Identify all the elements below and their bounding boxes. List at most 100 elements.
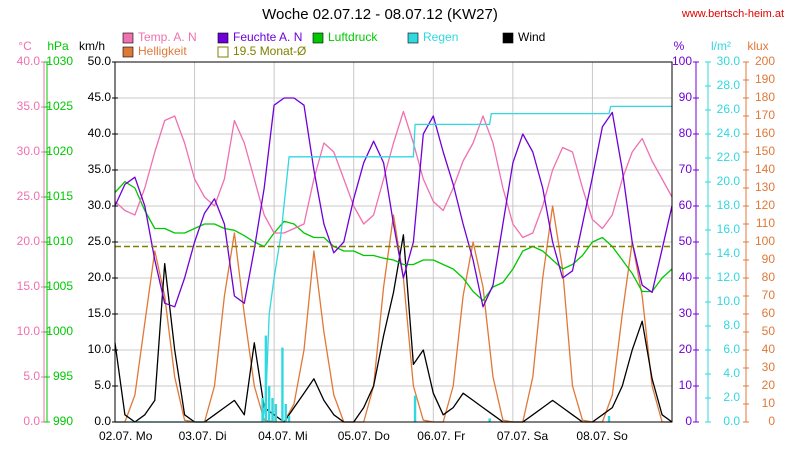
y-tick-label: 28.0 xyxy=(717,78,741,92)
legend-label: Temp. A. N xyxy=(138,30,197,44)
y-tick-label: 995 xyxy=(53,369,73,383)
x-tick-label: 04.07. Mi xyxy=(258,429,307,443)
y-tick-label: 12.0 xyxy=(717,270,741,284)
legend-label: Feuchte A. N xyxy=(233,30,302,44)
y-tick-label: 100 xyxy=(672,54,692,68)
x-tick-label: 07.07. Sa xyxy=(497,429,549,443)
y-tick-label: 30 xyxy=(762,360,776,374)
rain-bar xyxy=(281,347,284,422)
y-tick-label: 10 xyxy=(762,396,776,410)
axis-unit: % xyxy=(674,39,685,53)
y-tick-label: 30.0 xyxy=(88,198,112,212)
y-tick-label: 90 xyxy=(762,252,776,266)
series-line xyxy=(115,105,672,423)
y-tick-label: 0 xyxy=(685,414,692,428)
y-tick-label: 22.0 xyxy=(717,150,741,164)
y-tick-label: 5.0 xyxy=(94,378,111,392)
y-tick-label: 1025 xyxy=(46,99,73,113)
x-tick-label: 02.07. Mo xyxy=(99,429,153,443)
rain-bar xyxy=(287,416,291,422)
x-tick-label: 05.07. Do xyxy=(338,429,390,443)
y-tick-label: 140 xyxy=(755,162,775,176)
rain-bar xyxy=(271,398,274,422)
y-tick-label: 50 xyxy=(762,324,776,338)
y-tick-label: 6.0 xyxy=(723,342,740,356)
y-tick-label: 20.0 xyxy=(88,270,112,284)
y-tick-label: 24.0 xyxy=(717,126,741,140)
y-tick-label: 20 xyxy=(679,342,693,356)
rain-bar xyxy=(261,398,264,422)
axis-unit: klux xyxy=(747,39,768,53)
legend-swatch xyxy=(122,46,134,58)
y-tick-label: 1030 xyxy=(46,54,73,68)
rain-bar xyxy=(413,395,417,422)
y-tick-label: 25.0 xyxy=(17,189,41,203)
y-tick-label: 50 xyxy=(679,234,693,248)
y-tick-label: 70 xyxy=(762,288,776,302)
y-tick-label: 120 xyxy=(755,198,775,212)
y-tick-label: 25.0 xyxy=(88,234,112,248)
y-tick-label: 90 xyxy=(679,90,693,104)
y-tick-label: 40.0 xyxy=(17,54,41,68)
y-tick-label: 15.0 xyxy=(88,306,112,320)
plot-frame xyxy=(114,61,673,423)
y-tick-label: 10 xyxy=(679,378,693,392)
y-tick-label: 30.0 xyxy=(17,144,41,158)
legend-swatch xyxy=(217,46,229,58)
y-tick-label: 160 xyxy=(755,126,775,140)
y-tick-label: 150 xyxy=(755,144,775,158)
y-tick-label: 15.0 xyxy=(17,279,41,293)
y-tick-label: 110 xyxy=(756,216,775,230)
source: www.bertsch-heim.at xyxy=(681,8,784,20)
y-tick-label: 80 xyxy=(679,126,693,140)
y-tick-label: 4.0 xyxy=(723,366,740,380)
series-line xyxy=(114,234,673,423)
y-tick-label: 35.0 xyxy=(17,99,41,113)
y-tick-label: 50.0 xyxy=(88,54,112,68)
y-tick-label: 5.0 xyxy=(23,369,40,383)
y-tick-label: 200 xyxy=(755,54,775,68)
y-tick-label: 0.0 xyxy=(23,414,40,428)
y-tick-label: 30 xyxy=(679,306,693,320)
chart-title: Woche 02.07.12 - 08.07.12 (KW27) xyxy=(262,6,498,23)
y-tick-label: 45.0 xyxy=(88,90,112,104)
y-tick-label: 10.0 xyxy=(88,342,112,356)
rain-bar xyxy=(264,335,268,422)
y-tick-label: 170 xyxy=(755,108,775,122)
y-tick-label: 40 xyxy=(679,270,693,284)
axis-unit: l/m² xyxy=(711,39,731,53)
y-tick-label: 1010 xyxy=(46,234,73,248)
rain-bar xyxy=(274,404,278,422)
legend-label: Luftdruck xyxy=(328,30,378,44)
rain-bar xyxy=(488,418,491,422)
rain-bar xyxy=(607,416,611,422)
y-tick-label: 0 xyxy=(768,414,775,428)
y-tick-label: 35.0 xyxy=(88,162,112,176)
y-tick-label: 18.0 xyxy=(717,198,741,212)
axis-unit: hPa xyxy=(47,39,69,53)
y-tick-label: 180 xyxy=(755,90,775,104)
series-line xyxy=(114,110,673,239)
series-line xyxy=(114,97,673,308)
y-tick-label: 1015 xyxy=(46,189,73,203)
axis-unit: °C xyxy=(18,39,32,53)
y-tick-label: 80 xyxy=(762,270,776,284)
y-tick-label: 0.0 xyxy=(723,414,740,428)
y-tick-label: 100 xyxy=(755,234,775,248)
y-tick-label: 14.0 xyxy=(717,246,741,260)
legend-swatch xyxy=(407,32,419,44)
y-tick-label: 20.0 xyxy=(17,234,41,248)
rain-bar xyxy=(284,404,287,422)
rain-bar xyxy=(267,386,271,422)
y-tick-label: 20 xyxy=(762,378,776,392)
y-tick-label: 70 xyxy=(679,162,693,176)
legend-label: Wind xyxy=(518,30,545,44)
x-tick-label: 06.07. Fr xyxy=(417,429,465,443)
y-tick-label: 10.0 xyxy=(717,294,741,308)
legend-swatch xyxy=(502,32,514,44)
y-tick-label: 40.0 xyxy=(88,126,112,140)
y-tick-label: 8.0 xyxy=(723,318,740,332)
y-tick-label: 1005 xyxy=(46,279,73,293)
y-tick-label: 190 xyxy=(755,72,775,86)
